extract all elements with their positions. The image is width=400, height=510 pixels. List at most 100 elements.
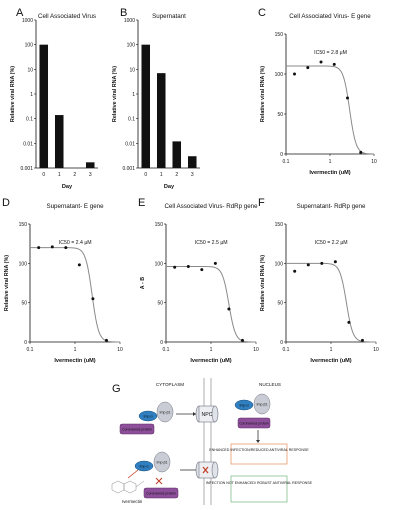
bar: [85, 162, 95, 168]
y-tick-label: 100: [275, 261, 284, 267]
importin-beta: [253, 393, 271, 415]
y-tick-label: 0: [160, 340, 163, 346]
outcome-not-enhanced: INFECTION NOT ENHANCED/ ROBUST ANTIVIRAL…: [206, 481, 313, 485]
y-axis-label: Relative viral RNA (%): [112, 66, 118, 122]
x-tick-label: 0: [144, 172, 147, 178]
importin-beta: [156, 401, 174, 423]
importin-alpha: [134, 460, 154, 472]
y-tick-label: 1: [132, 92, 135, 98]
y-tick-label: 1: [30, 92, 33, 98]
y-tick-label: 0: [280, 152, 283, 158]
bar: [141, 44, 151, 168]
data-point: [200, 268, 204, 272]
data-point: [306, 66, 310, 70]
arrow-head: [193, 412, 196, 416]
y-tick-label: 0.01: [23, 141, 33, 147]
importin-alpha: [234, 399, 254, 411]
x-tick-label: 1: [330, 347, 333, 353]
x-tick-label: 1: [210, 347, 213, 353]
block-x: [202, 466, 209, 474]
panel-letter: C: [258, 7, 266, 19]
npc-label: NPC: [202, 412, 213, 418]
coronavirus-protein-label: Coronavirus protein: [122, 428, 152, 432]
ic50-label: IC50 = 2.8 μM: [314, 50, 347, 56]
x-tick-label: 0: [42, 172, 45, 178]
ic50-label: IC50 = 2.2 μM: [315, 240, 348, 246]
y-tick-label: 0.1: [26, 117, 33, 123]
panel-letter: B: [120, 7, 127, 19]
y-tick-label: 100: [127, 43, 136, 49]
pore-ring: [211, 461, 219, 479]
data-point: [319, 60, 323, 64]
y-tick-label: 10: [27, 67, 33, 73]
panel-title: Cell Associated Virus- RdRp gene: [164, 203, 258, 210]
importin-beta-label: Imp β1: [156, 461, 167, 465]
panel-letter: A: [16, 7, 24, 19]
panel-title: Supernatant: [152, 13, 186, 20]
data-point: [347, 320, 351, 324]
data-point: [293, 269, 297, 273]
y-axis-label: Relative viral RNA (%): [260, 66, 266, 122]
pore-ring: [211, 405, 219, 423]
data-point: [91, 297, 95, 301]
y-tick-label: 10: [129, 67, 135, 73]
x-tick-label: 10: [253, 347, 259, 353]
data-point: [77, 263, 81, 267]
data-point: [213, 261, 217, 265]
importin-alpha-label: Imp α: [139, 465, 148, 469]
fit-curve: [166, 265, 256, 343]
data-point: [186, 264, 190, 268]
y-tick-label: 100: [275, 72, 284, 78]
x-tick-label: 10: [117, 347, 123, 353]
data-point: [359, 150, 363, 154]
y-tick-label: 1000: [22, 18, 33, 24]
data-point: [37, 246, 41, 250]
x-axis-label: Ivermectin (uM): [190, 358, 231, 364]
coronavirus-protein: [143, 487, 179, 499]
y-tick-label: 0.01: [125, 141, 135, 147]
bar: [54, 115, 64, 168]
data-point: [320, 261, 324, 265]
x-tick-label: 1: [160, 172, 163, 178]
x-tick-label: 10: [371, 159, 377, 165]
data-point: [360, 338, 364, 342]
data-point: [64, 246, 68, 250]
y-tick-label: 150: [19, 222, 28, 228]
ic50-label: IC50 = 2.4 μM: [59, 240, 92, 246]
y-tick-label: 0: [280, 340, 283, 346]
x-tick-label: 0.1: [163, 347, 170, 353]
fit-curve: [286, 65, 375, 155]
data-point: [333, 260, 337, 264]
bar: [156, 73, 166, 168]
y-tick-label: 150: [275, 222, 284, 228]
panel-title: Supernatant- RdRp gene: [297, 203, 366, 210]
nucleus-label: NUCLEUS: [259, 382, 281, 387]
y-tick-label: 100: [155, 261, 164, 267]
y-axis-label: Relative viral RNA (%): [260, 255, 266, 311]
panel-title: Supernatant- E gene: [46, 203, 104, 210]
y-tick-label: 0.001: [122, 166, 135, 172]
y-tick-label: 0.1: [128, 117, 135, 123]
x-axis-label: Ivermectin (uM): [310, 358, 351, 364]
x-tick-label: 2: [175, 172, 178, 178]
data-point: [240, 338, 244, 342]
data-point: [292, 72, 296, 76]
coronavirus-protein: [119, 423, 155, 435]
panel-title: Cell Associated Virus- E gene: [289, 13, 371, 20]
x-tick-label: 3: [191, 172, 194, 178]
outcome-enhanced: ENHANCED INFECTION/REDUCED ANTIVIRAL RES…: [209, 448, 309, 452]
x-tick-label: 1: [58, 172, 61, 178]
importin-alpha-label: Imp α: [143, 415, 152, 419]
x-tick-label: 2: [73, 172, 76, 178]
data-point: [346, 96, 350, 100]
bar: [39, 44, 49, 168]
panel-letter: G: [112, 383, 121, 395]
x-tick-label: 3: [89, 172, 92, 178]
y-tick-label: 0.001: [20, 166, 33, 172]
data-point: [227, 307, 231, 311]
data-point: [104, 338, 108, 342]
importin-beta-label: Imp β1: [159, 411, 170, 415]
y-tick-label: 1000: [124, 18, 135, 24]
outcome-box: [230, 443, 288, 465]
data-point: [306, 263, 310, 267]
